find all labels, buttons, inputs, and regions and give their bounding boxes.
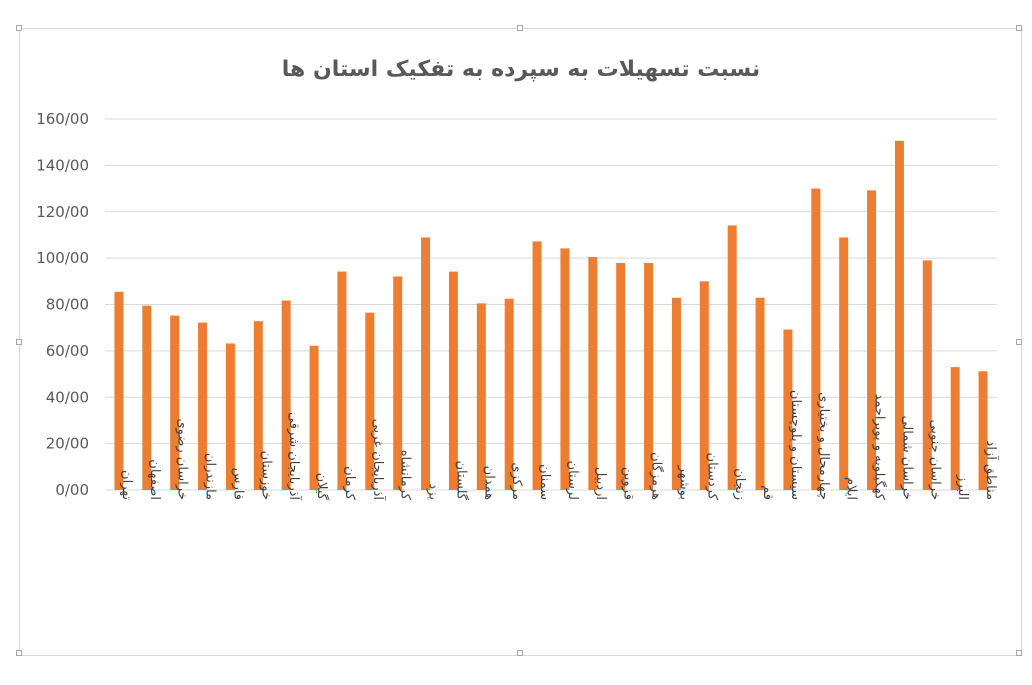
x-tick-label: مرکزی	[509, 462, 524, 500]
x-tick-label: سیستان و بلوچستان	[788, 390, 803, 500]
bar	[644, 262, 654, 490]
bar	[198, 322, 208, 490]
gridlines	[105, 118, 997, 491]
x-tick-label: آذربایجان شرقی	[286, 412, 303, 501]
x-tick-label: خوزستان	[258, 451, 273, 500]
resize-handle-top-right[interactable]	[1016, 25, 1022, 31]
bar	[114, 291, 124, 490]
resize-handle-middle-left[interactable]	[16, 339, 22, 345]
y-tick-label: 60/00	[46, 342, 89, 360]
bar	[811, 188, 821, 490]
x-tick-label: چهارمحال و بختیاری	[816, 392, 831, 500]
bars	[114, 140, 988, 491]
bar	[560, 248, 570, 490]
bar	[783, 329, 793, 490]
y-tick-label: 40/00	[46, 388, 89, 406]
x-tick-label: کرمان	[342, 466, 357, 501]
x-tick-label: خراسان جنوبی	[927, 420, 942, 500]
x-tick-label: تهران	[119, 470, 134, 500]
x-tick-label: سمنان	[537, 464, 552, 500]
x-tick-label: مازندران	[203, 453, 218, 500]
resize-handle-bottom-center[interactable]	[517, 650, 523, 656]
bar	[978, 371, 988, 490]
bar	[867, 190, 877, 491]
bar	[894, 140, 904, 490]
x-tick-label: کرمانشاه	[398, 450, 413, 501]
bar	[448, 271, 458, 490]
bar	[365, 312, 375, 490]
y-tick-label: 80/00	[46, 296, 89, 314]
resize-handle-bottom-left[interactable]	[16, 650, 22, 656]
chart-title: نسبت تسهیلات به سپرده به تفکیک استان ها	[282, 57, 760, 82]
x-tick-label: ایلام	[844, 477, 859, 500]
x-tick-label: کهگیلویه و بویراحمد	[872, 393, 888, 500]
x-tick-label: گیلان	[314, 473, 330, 501]
x-tick-label: یزد	[426, 483, 441, 500]
x-tick-label: مناطق آزاد	[983, 441, 1000, 500]
bar	[142, 305, 152, 490]
y-tick-label: 100/00	[36, 249, 89, 267]
bar	[588, 256, 598, 490]
x-tick-label: خراسان رضوی	[175, 418, 190, 500]
bar	[839, 237, 849, 490]
x-tick-label: اردبیل	[593, 467, 608, 500]
bar	[922, 260, 932, 490]
x-tick-label: لرستان	[565, 461, 580, 500]
resize-handle-top-left[interactable]	[16, 25, 22, 31]
bar	[309, 345, 319, 490]
x-tick-label: فارس	[230, 468, 245, 500]
bar	[532, 241, 542, 490]
bar	[699, 281, 709, 490]
bar	[727, 225, 737, 491]
x-tick-label: گلستان	[453, 460, 469, 500]
chart-area[interactable]	[16, 25, 1022, 656]
bar	[755, 297, 765, 490]
x-tick-label: هرمزگان	[649, 452, 665, 500]
bar	[225, 343, 235, 490]
bar	[671, 297, 681, 490]
bar	[504, 298, 514, 490]
x-tick-label: زنجان	[732, 468, 747, 500]
y-axis-ticks: 0/00 20/00 40/00 60/00 80/00 100/00 120/00 140/…	[36, 110, 89, 499]
y-tick-label: 0/00	[55, 481, 89, 499]
x-tick-label: قزوین	[621, 467, 636, 500]
y-tick-label: 140/00	[36, 156, 89, 174]
x-axis-labels: تهران اصفهان خراسان رضوی مازندران فارس خوزستا…	[119, 390, 1000, 501]
x-tick-label: آذربایجان غربی	[370, 419, 387, 502]
bar	[393, 276, 403, 490]
bar	[253, 321, 263, 490]
y-tick-label: 160/00	[36, 110, 89, 128]
bar	[337, 271, 347, 490]
y-tick-label: 20/00	[46, 435, 89, 453]
y-tick-label: 120/00	[36, 203, 89, 221]
bar	[170, 315, 180, 490]
x-tick-label: اصفهان	[147, 459, 162, 500]
resize-handle-middle-right[interactable]	[1016, 339, 1022, 345]
x-tick-label: قم	[760, 485, 775, 500]
bar	[616, 262, 626, 490]
x-tick-label: خراسان شمالی	[899, 415, 914, 500]
x-tick-label: البرز	[955, 474, 970, 500]
x-tick-label: کردستان	[704, 453, 719, 501]
x-tick-label: همدان	[481, 466, 496, 500]
bar	[950, 367, 960, 490]
resize-handle-bottom-right[interactable]	[1016, 650, 1022, 656]
x-tick-label: بوشهر	[676, 465, 691, 500]
bar	[281, 300, 291, 490]
resize-handle-top-center[interactable]	[517, 25, 523, 31]
bar	[476, 303, 486, 490]
bar	[421, 237, 431, 490]
